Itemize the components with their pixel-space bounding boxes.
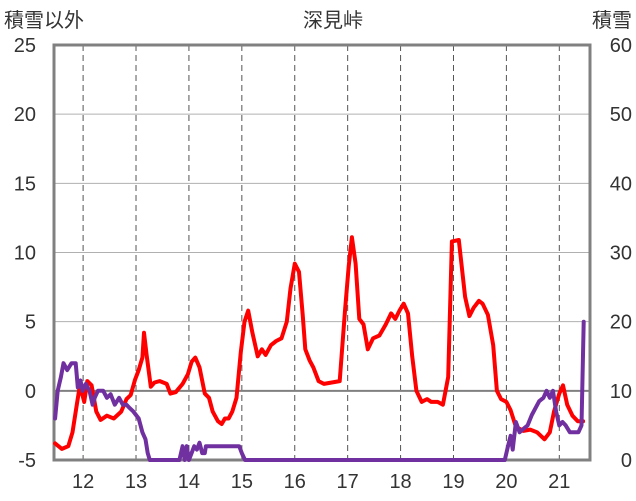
- x-tick-label: 16: [284, 471, 306, 493]
- series-line-right-axis: [53, 319, 586, 462]
- x-tick-label: 15: [231, 471, 253, 493]
- y-left-tick-label: 25: [14, 35, 36, 57]
- y-left-tick-label: 20: [14, 104, 36, 126]
- y-left-tick-label: 10: [14, 243, 36, 265]
- x-tick-label: 19: [442, 471, 464, 493]
- x-tick-label: 13: [125, 471, 147, 493]
- x-tick-label: 18: [389, 471, 411, 493]
- y-left-tick-label: -5: [18, 450, 36, 472]
- right-y-axis-ticks: 60 50 40 30 20 10 0: [610, 35, 632, 472]
- y-right-tick-label: 50: [610, 104, 632, 126]
- y-left-tick-label: 5: [25, 312, 36, 334]
- x-tick-label: 21: [548, 471, 570, 493]
- y-left-tick-label: 15: [14, 173, 36, 195]
- series-lines: [53, 235, 586, 462]
- chart-title: 深見峠: [303, 8, 363, 32]
- y-left-tick-label: 0: [25, 381, 36, 403]
- y-right-tick-label: 30: [610, 243, 632, 265]
- x-axis-ticks: 12 13 14 15 16 17 18 19 20 21: [72, 471, 570, 493]
- y-right-tick-label: 0: [621, 450, 632, 472]
- y-right-tick-label: 40: [610, 173, 632, 195]
- right-axis-title: 積雪: [592, 8, 632, 32]
- x-tick-label: 20: [495, 471, 517, 493]
- series-line-left-axis: [53, 235, 586, 451]
- x-tick-label: 12: [72, 471, 94, 493]
- y-right-tick-label: 60: [610, 35, 632, 57]
- y-right-tick-label: 20: [610, 312, 632, 334]
- horizontal-gridlines: [54, 113, 590, 323]
- y-right-tick-label: 10: [610, 381, 632, 403]
- left-y-axis-ticks: 25 20 15 10 5 0 -5: [14, 35, 36, 472]
- x-tick-label: 14: [178, 471, 200, 493]
- x-tick-label: 17: [337, 471, 359, 493]
- left-axis-title: 積雪以外: [4, 8, 84, 32]
